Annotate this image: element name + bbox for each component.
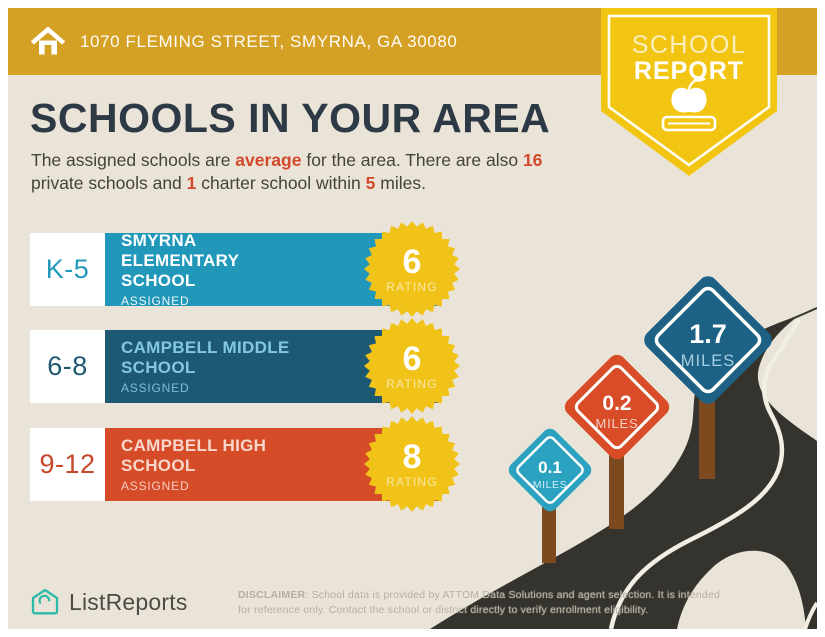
school-name: SMYRNA ELEMENTARY SCHOOL [121, 230, 239, 291]
school-row-middle: 6-8 CAMPBELL MIDDLE SCHOOL ASSIGNED 6 RA… [30, 318, 460, 414]
svg-text:MILES: MILES [595, 416, 638, 431]
school-status: ASSIGNED [121, 381, 190, 396]
sign-post [699, 393, 715, 479]
svg-text:MILES: MILES [681, 352, 736, 370]
intro-text: The assigned schools are average for the… [31, 149, 579, 196]
distance-sign-elementary-school: 0.1 MILES [508, 428, 592, 512]
school-name: CAMPBELL MIDDLE SCHOOL [121, 337, 290, 377]
listreports-logo: ListReports [30, 587, 188, 617]
school-row-elementary: K-5 SMYRNA ELEMENTARY SCHOOL ASSIGNED 6 … [30, 221, 460, 317]
svg-text:6: 6 [403, 243, 422, 281]
disclaimer: DISCLAIMER: School data is provided by A… [238, 588, 813, 617]
school-status: ASSIGNED [121, 479, 190, 494]
road-horizon-line [791, 307, 817, 320]
grade-range: 6-8 [30, 330, 105, 403]
school-report-badge: SCHOOL REPORT [601, 8, 777, 184]
intro-segment: for the area. There are also [301, 150, 523, 170]
svg-text:1.7: 1.7 [689, 319, 727, 349]
page-title: SCHOOLS IN YOUR AREA [30, 95, 551, 141]
intro-segment: charter school within [196, 173, 366, 194]
grade-range: 9-12 [30, 428, 105, 501]
svg-text:0.2: 0.2 [602, 392, 631, 415]
svg-text:8: 8 [403, 438, 422, 476]
sign-post [609, 448, 624, 529]
school-name: CAMPBELL HIGH SCHOOL [121, 435, 267, 475]
badge-line1: SCHOOL [632, 31, 747, 59]
property-address: 1070 FLEMING STREET, SMYRNA, GA 30080 [80, 31, 458, 51]
sign-post [542, 496, 556, 563]
intro-highlight-private-count: 16 [522, 150, 543, 170]
school-status: ASSIGNED [121, 294, 190, 309]
intro-highlight-miles: 5 [365, 173, 376, 194]
svg-text:RATING: RATING [386, 475, 438, 489]
rating-badge: 6 RATING [364, 318, 460, 414]
rating-badge: 6 RATING [364, 221, 460, 317]
listreports-house-icon [31, 588, 59, 615]
disclaimer-label: DISCLAIMER [238, 589, 306, 601]
brand-name: ListReports [69, 588, 188, 615]
svg-text:RATING: RATING [386, 377, 438, 391]
school-list: K-5 SMYRNA ELEMENTARY SCHOOL ASSIGNED 6 … [30, 221, 490, 512]
apple-book-icon [661, 76, 717, 132]
school-row-high: 9-12 CAMPBELL HIGH SCHOOL ASSIGNED 8 RAT… [30, 416, 460, 512]
road-corner-line [803, 601, 817, 629]
intro-highlight-average: average [235, 150, 302, 170]
svg-text:6: 6 [403, 340, 422, 378]
disclaimer-line2: for reference only. Contact the school o… [238, 603, 649, 616]
svg-text:MILES: MILES [533, 479, 568, 491]
distance-sign-high-school: 1.7 MILES [644, 276, 772, 404]
grade-range: K-5 [30, 233, 105, 306]
intro-segment: private schools and [31, 173, 187, 194]
intro-segment: miles. [375, 173, 426, 194]
badge-line2: REPORT [634, 57, 744, 85]
disclaimer-line1: : School data is provided by ATTOM Data … [305, 589, 721, 601]
home-icon [31, 26, 65, 55]
svg-text:RATING: RATING [386, 280, 438, 294]
intro-highlight-charter-count: 1 [186, 173, 197, 194]
svg-text:0.1: 0.1 [538, 458, 562, 477]
road-center-line [608, 317, 801, 629]
distance-sign-middle-school: 0.2 MILES [564, 354, 670, 460]
road-illustration: 1.7 MILES 0.2 MILES 0.1 MILES [430, 276, 817, 629]
intro-segment: The assigned schools are [31, 150, 236, 170]
rating-badge: 8 RATING [364, 416, 460, 512]
